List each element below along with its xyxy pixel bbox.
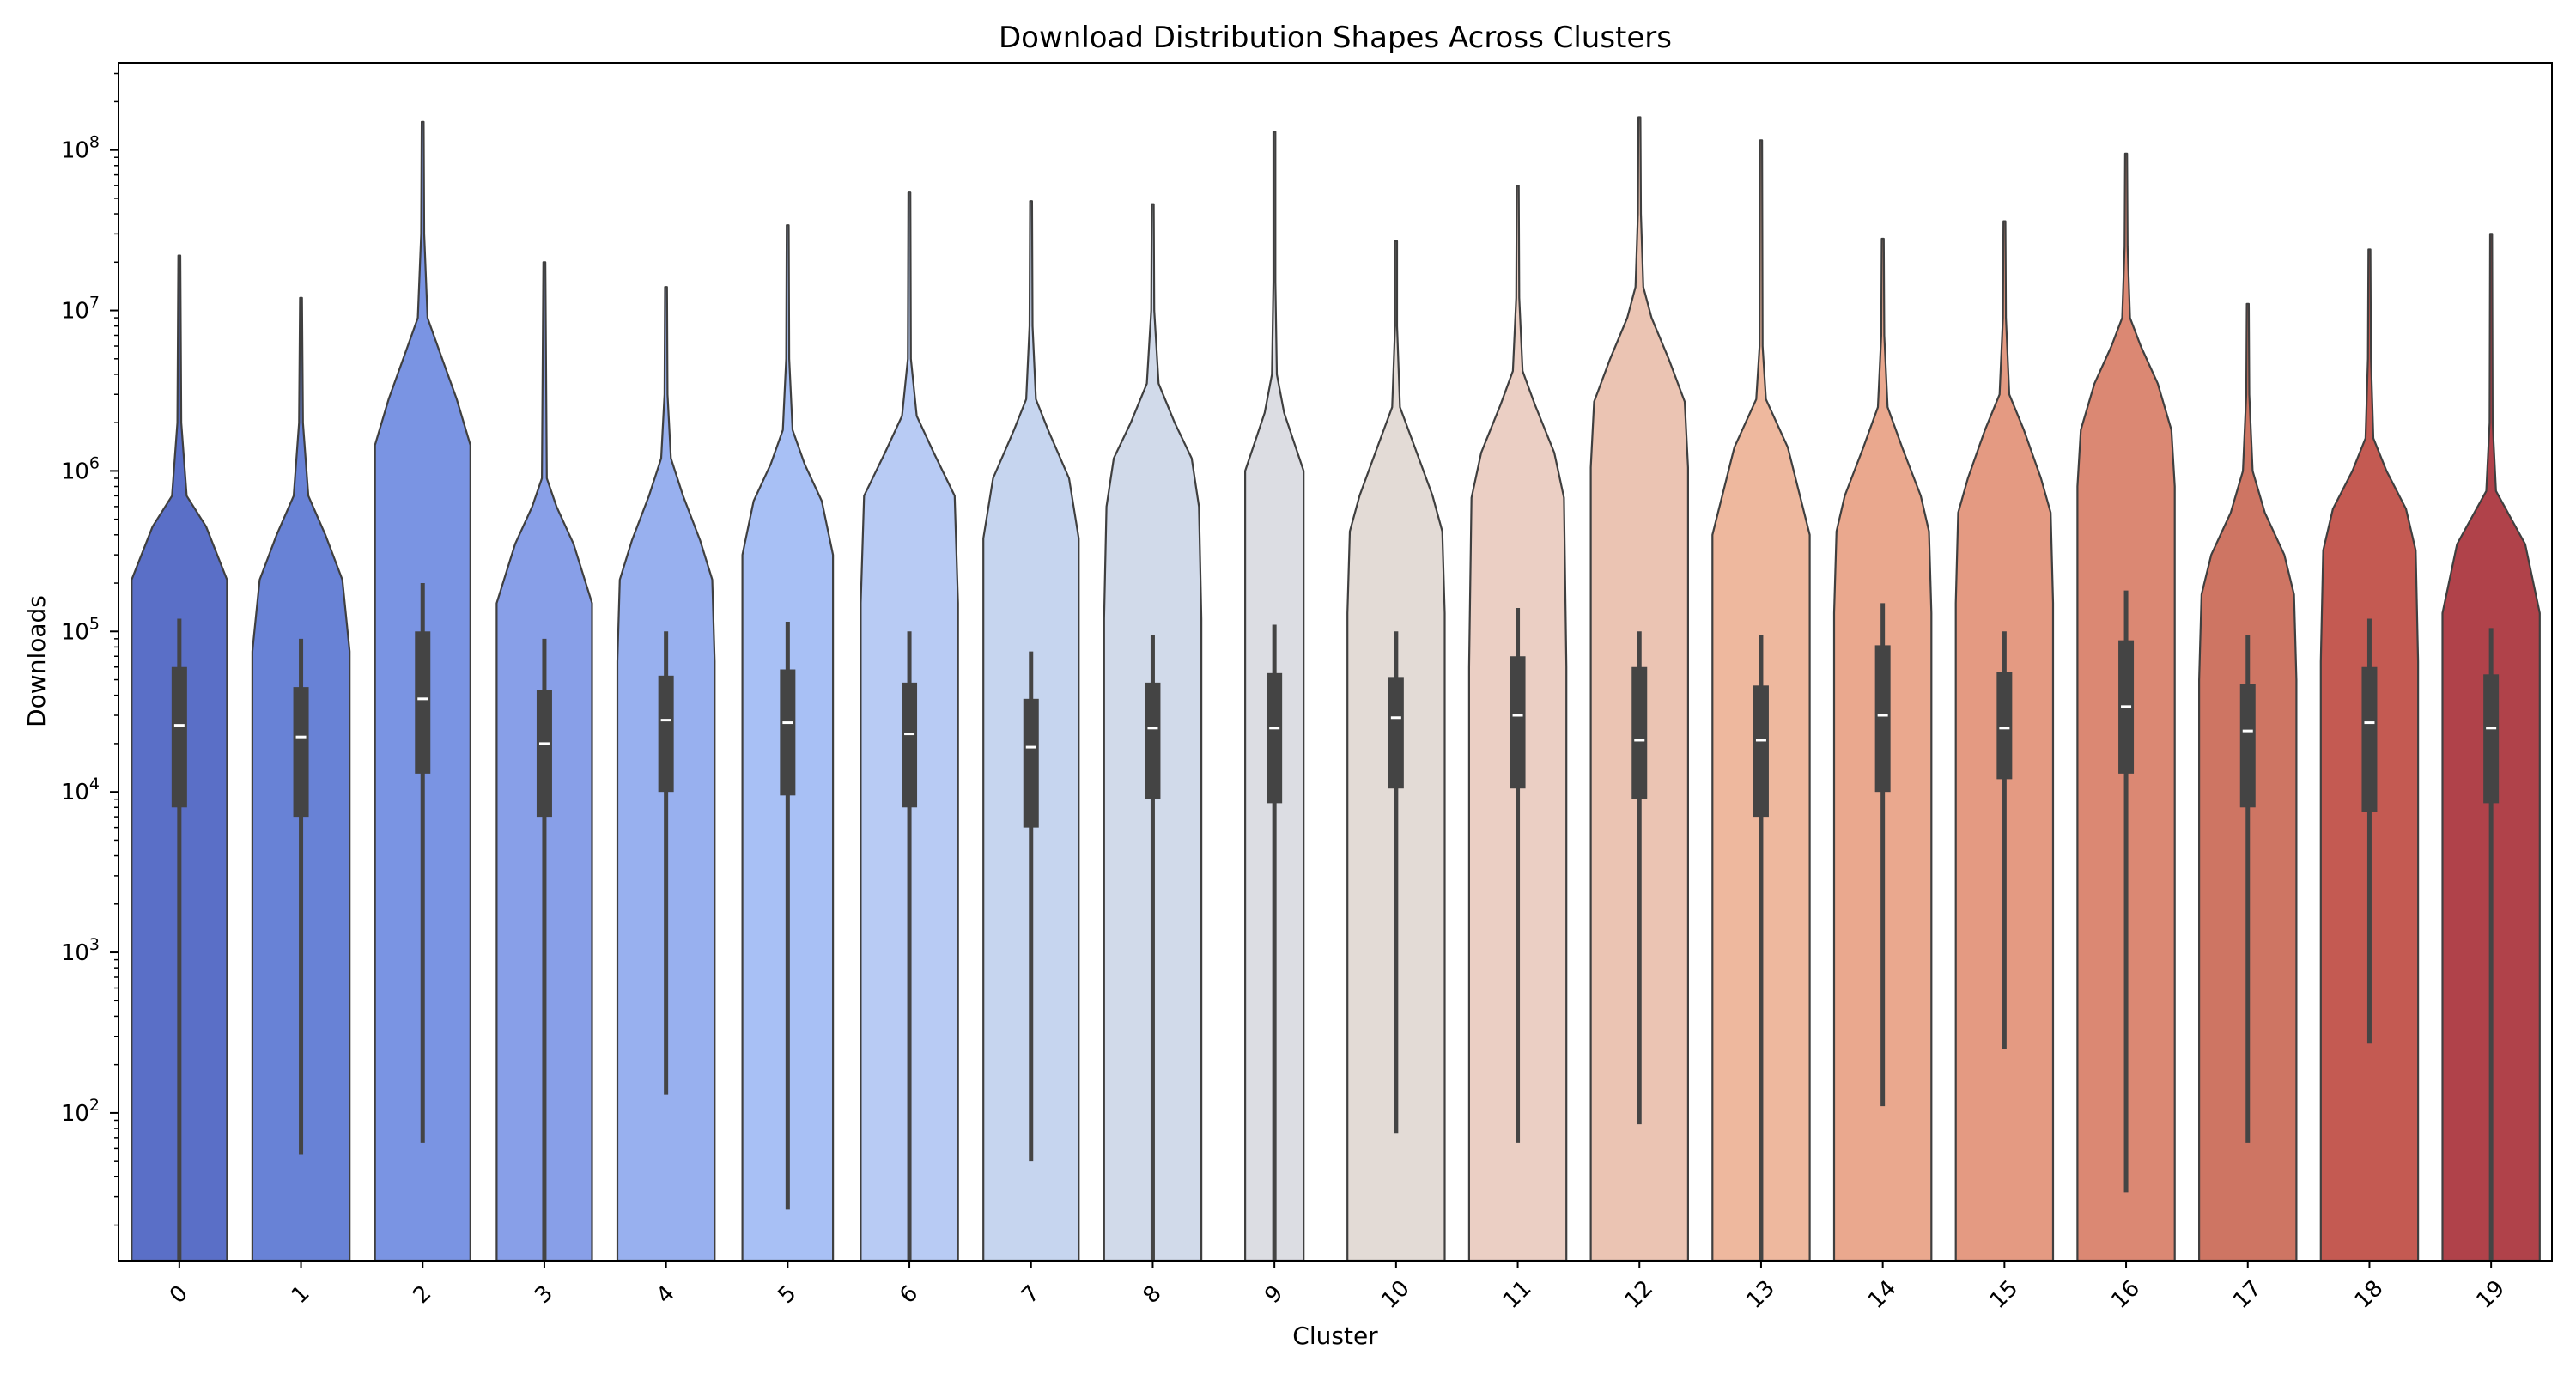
y-tick-label: 103 <box>61 935 100 966</box>
iqr-box <box>2239 684 2256 808</box>
iqr-box <box>2483 674 2500 804</box>
iqr-box <box>1874 645 1891 793</box>
y-tick-label: 104 <box>61 775 100 806</box>
iqr-box <box>415 631 431 774</box>
iqr-box <box>1753 685 1769 818</box>
iqr-box <box>171 666 187 808</box>
y-tick-label: 105 <box>61 614 100 645</box>
iqr-box <box>1631 666 1648 799</box>
iqr-box <box>1145 682 1161 799</box>
iqr-box <box>1388 677 1404 789</box>
x-axis-title: Cluster <box>1292 1322 1378 1350</box>
iqr-box <box>780 669 796 796</box>
y-tick-label: 107 <box>61 294 100 325</box>
plot-frame <box>118 62 2553 1262</box>
y-axis-title: Downloads <box>22 595 51 727</box>
iqr-box <box>1267 672 1283 804</box>
violin-layer <box>131 116 2541 1262</box>
y-tick-label: 108 <box>61 133 100 164</box>
iqr-box <box>658 675 674 793</box>
y-tick-label: 102 <box>61 1096 100 1127</box>
iqr-box <box>2361 666 2378 812</box>
iqr-box <box>1510 656 1526 789</box>
iqr-box <box>536 690 552 818</box>
iqr-box <box>902 682 918 808</box>
iqr-box <box>1023 698 1039 828</box>
y-tick-label: 106 <box>61 453 100 484</box>
chart-title: Download Distribution Shapes Across Clus… <box>999 21 1672 55</box>
iqr-box <box>293 687 309 818</box>
iqr-box <box>1996 672 2013 780</box>
